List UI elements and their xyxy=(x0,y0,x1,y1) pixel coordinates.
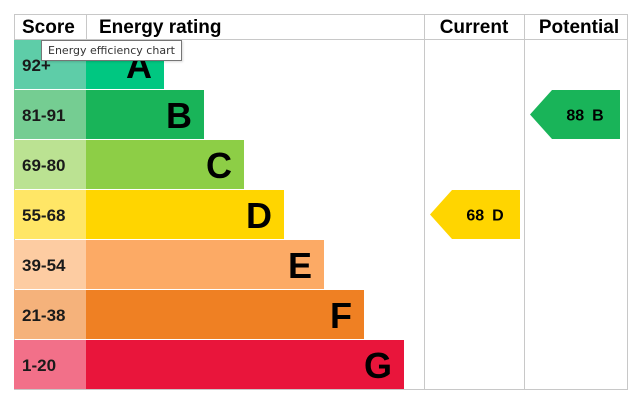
potential-rating-arrow xyxy=(530,90,620,139)
header-energy-rating: Energy rating xyxy=(99,17,221,38)
score-label-b: 81-91 xyxy=(22,106,65,125)
score-cell-d xyxy=(14,190,86,239)
band-letter-b: B xyxy=(166,95,192,136)
band-bar-g xyxy=(86,340,404,389)
band-bar-b xyxy=(86,90,204,139)
score-cell-g xyxy=(14,340,86,389)
rating-bands: 92+ A81-91 B69-80 C55-68 D39-54 E21-38 F1-20 G xyxy=(14,40,404,389)
band-bar-e xyxy=(86,240,324,289)
current-rating-arrow xyxy=(430,190,520,239)
score-cell-b xyxy=(14,90,86,139)
band-bar-f xyxy=(86,290,364,339)
current-rating-arrow-label: 68 D xyxy=(466,208,503,225)
header-potential: Potential xyxy=(539,17,619,38)
chart-tooltip: Energy efficiency chart xyxy=(41,40,182,61)
score-cell-f xyxy=(14,290,86,339)
band-bar-d xyxy=(86,190,284,239)
score-label-f: 21-38 xyxy=(22,306,65,325)
band-letter-c: C xyxy=(206,145,232,186)
rating-arrows: 68 D 88 B xyxy=(430,90,620,239)
score-cell-e xyxy=(14,240,86,289)
header-score: Score xyxy=(22,17,75,38)
header-current: Current xyxy=(440,17,509,38)
score-label-e: 39-54 xyxy=(22,256,66,275)
score-cell-c xyxy=(14,140,86,189)
band-letter-d: D xyxy=(246,195,272,236)
band-letter-g: G xyxy=(364,345,392,386)
potential-rating-arrow-label: 88 B xyxy=(566,108,603,125)
score-label-d: 55-68 xyxy=(22,206,65,225)
band-letter-e: E xyxy=(288,245,312,286)
score-label-c: 69-80 xyxy=(22,156,65,175)
score-label-g: 1-20 xyxy=(22,356,56,375)
band-bar-c xyxy=(86,140,244,189)
band-letter-f: F xyxy=(330,295,352,336)
